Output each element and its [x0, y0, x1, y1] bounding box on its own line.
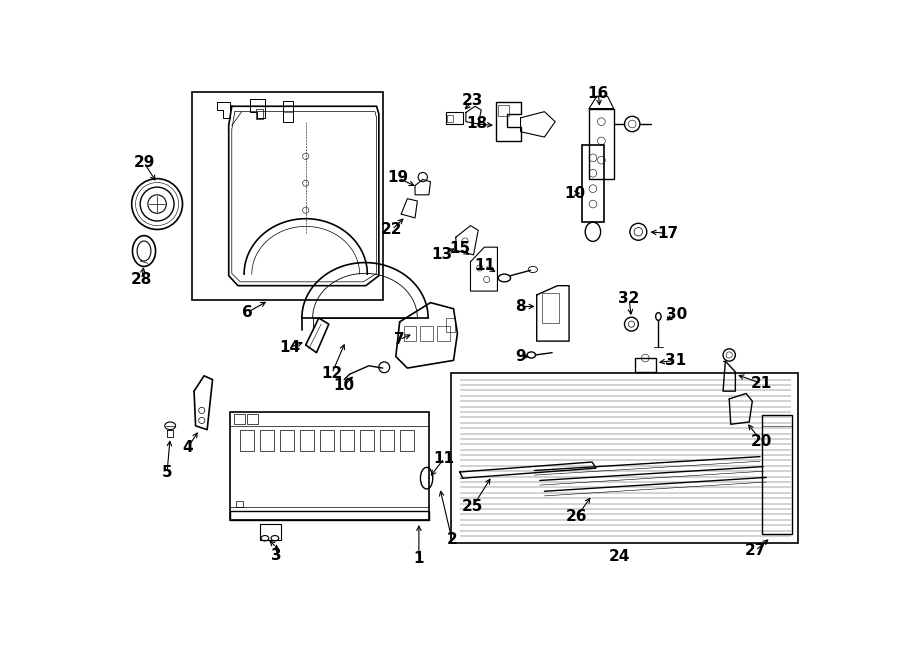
Bar	[634, 358, 656, 372]
Bar	[446, 318, 455, 332]
Bar	[400, 430, 414, 451]
Bar	[240, 430, 254, 451]
Bar	[236, 501, 243, 507]
Bar	[381, 430, 394, 451]
Text: 4: 4	[183, 440, 194, 455]
Bar	[542, 293, 559, 323]
Text: 30: 30	[666, 307, 688, 322]
Text: 5: 5	[162, 465, 173, 479]
Bar	[301, 430, 314, 451]
Text: 31: 31	[665, 353, 686, 368]
Text: 9: 9	[515, 349, 526, 364]
Bar	[499, 104, 509, 116]
Text: 2: 2	[446, 532, 457, 547]
Text: 28: 28	[131, 272, 152, 287]
Bar	[280, 430, 294, 451]
Bar	[230, 412, 429, 520]
Bar	[260, 430, 274, 451]
Text: 23: 23	[462, 93, 483, 108]
Bar	[420, 326, 433, 341]
Text: 11: 11	[474, 258, 495, 273]
Bar	[248, 414, 258, 424]
Text: 20: 20	[751, 434, 772, 449]
Bar	[256, 108, 264, 120]
Text: 11: 11	[434, 451, 454, 465]
Bar	[451, 373, 797, 543]
Bar	[192, 93, 382, 300]
Text: 10: 10	[334, 378, 355, 393]
Text: 25: 25	[462, 499, 483, 514]
Text: 32: 32	[618, 292, 640, 306]
Bar	[582, 145, 604, 222]
Bar	[403, 326, 416, 341]
Bar	[259, 524, 281, 540]
Text: 1: 1	[414, 551, 424, 566]
Text: 14: 14	[280, 340, 301, 355]
Text: 26: 26	[566, 509, 588, 524]
Bar	[447, 115, 453, 122]
Text: 18: 18	[466, 116, 487, 132]
Bar	[320, 430, 334, 451]
Text: 10: 10	[564, 186, 586, 201]
Bar	[283, 101, 293, 122]
Text: 17: 17	[657, 226, 679, 241]
Text: 19: 19	[388, 171, 409, 185]
Text: 7: 7	[394, 332, 405, 347]
Text: 24: 24	[608, 549, 630, 564]
Bar	[446, 112, 463, 124]
Bar	[230, 510, 429, 520]
Text: 15: 15	[449, 241, 471, 256]
Text: 13: 13	[431, 247, 453, 262]
Bar	[590, 108, 614, 179]
Text: 22: 22	[382, 222, 402, 237]
Bar	[360, 430, 374, 451]
Text: 12: 12	[321, 366, 343, 381]
Bar	[437, 326, 450, 341]
Text: 16: 16	[588, 86, 609, 100]
Text: 6: 6	[242, 305, 253, 320]
Bar	[340, 430, 355, 451]
Text: 27: 27	[744, 543, 766, 558]
Text: 3: 3	[271, 548, 282, 563]
Text: 21: 21	[751, 376, 772, 391]
Text: 29: 29	[133, 155, 155, 170]
Bar	[761, 415, 792, 534]
Text: 8: 8	[515, 299, 526, 314]
Bar	[234, 414, 245, 424]
